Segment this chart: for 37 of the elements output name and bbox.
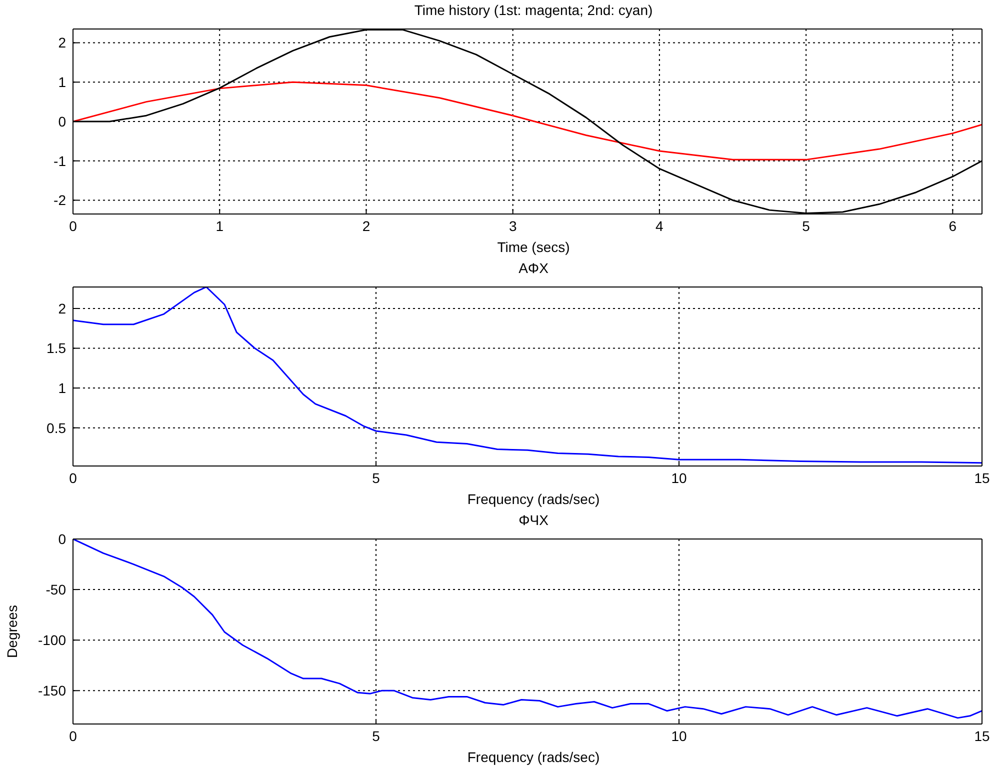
x-tick-label: 4 — [656, 218, 664, 234]
y-tick-label: 1 — [58, 380, 66, 396]
chart-title: Time history (1st: magenta; 2nd: cyan) — [413, 1, 654, 20]
x-tick-label: 0 — [69, 218, 78, 234]
chart-title: AΦX — [518, 259, 550, 278]
y-tick-label: -1 — [54, 152, 66, 169]
y-tick-label: 0 — [58, 113, 66, 130]
chart-title: ΦЧX — [518, 511, 550, 530]
y-axis-title: Degrees — [4, 605, 20, 658]
x-tick-label: 5 — [372, 728, 380, 744]
y-tick-label: -150 — [38, 682, 66, 699]
y-tick-label: -100 — [38, 632, 66, 648]
y-tick-label: 0.5 — [46, 420, 66, 436]
y-tick-label: 1.5 — [46, 340, 66, 356]
y-tick-label: 2 — [58, 300, 66, 316]
y-tick-label: 1 — [58, 74, 66, 90]
x-tick-label: 15 — [974, 470, 990, 486]
y-tick-label: -2 — [54, 192, 66, 208]
line-series — [73, 287, 982, 464]
x-axis-title: Time (secs) — [496, 238, 571, 257]
x-tick-label: 2 — [362, 218, 370, 234]
x-tick-label: 5 — [802, 218, 810, 234]
x-axis-title: Frequency (rads/sec) — [466, 748, 601, 767]
line-series — [73, 81, 982, 160]
y-tick-label: -50 — [46, 582, 66, 598]
x-tick-label: 5 — [372, 470, 380, 486]
x-tick-label: 15 — [974, 728, 990, 744]
y-tick-label: 2 — [58, 34, 66, 51]
x-axis-title: Frequency (rads/sec) — [466, 490, 601, 509]
x-tick-label: 10 — [671, 470, 687, 486]
x-tick-label: 10 — [671, 728, 687, 744]
x-tick-label: 0 — [69, 470, 78, 486]
x-tick-label: 6 — [948, 218, 957, 234]
x-tick-label: 0 — [69, 728, 78, 744]
x-tick-label: 3 — [508, 218, 517, 234]
y-tick-label: 0 — [58, 530, 66, 547]
x-tick-label: 1 — [216, 218, 224, 234]
